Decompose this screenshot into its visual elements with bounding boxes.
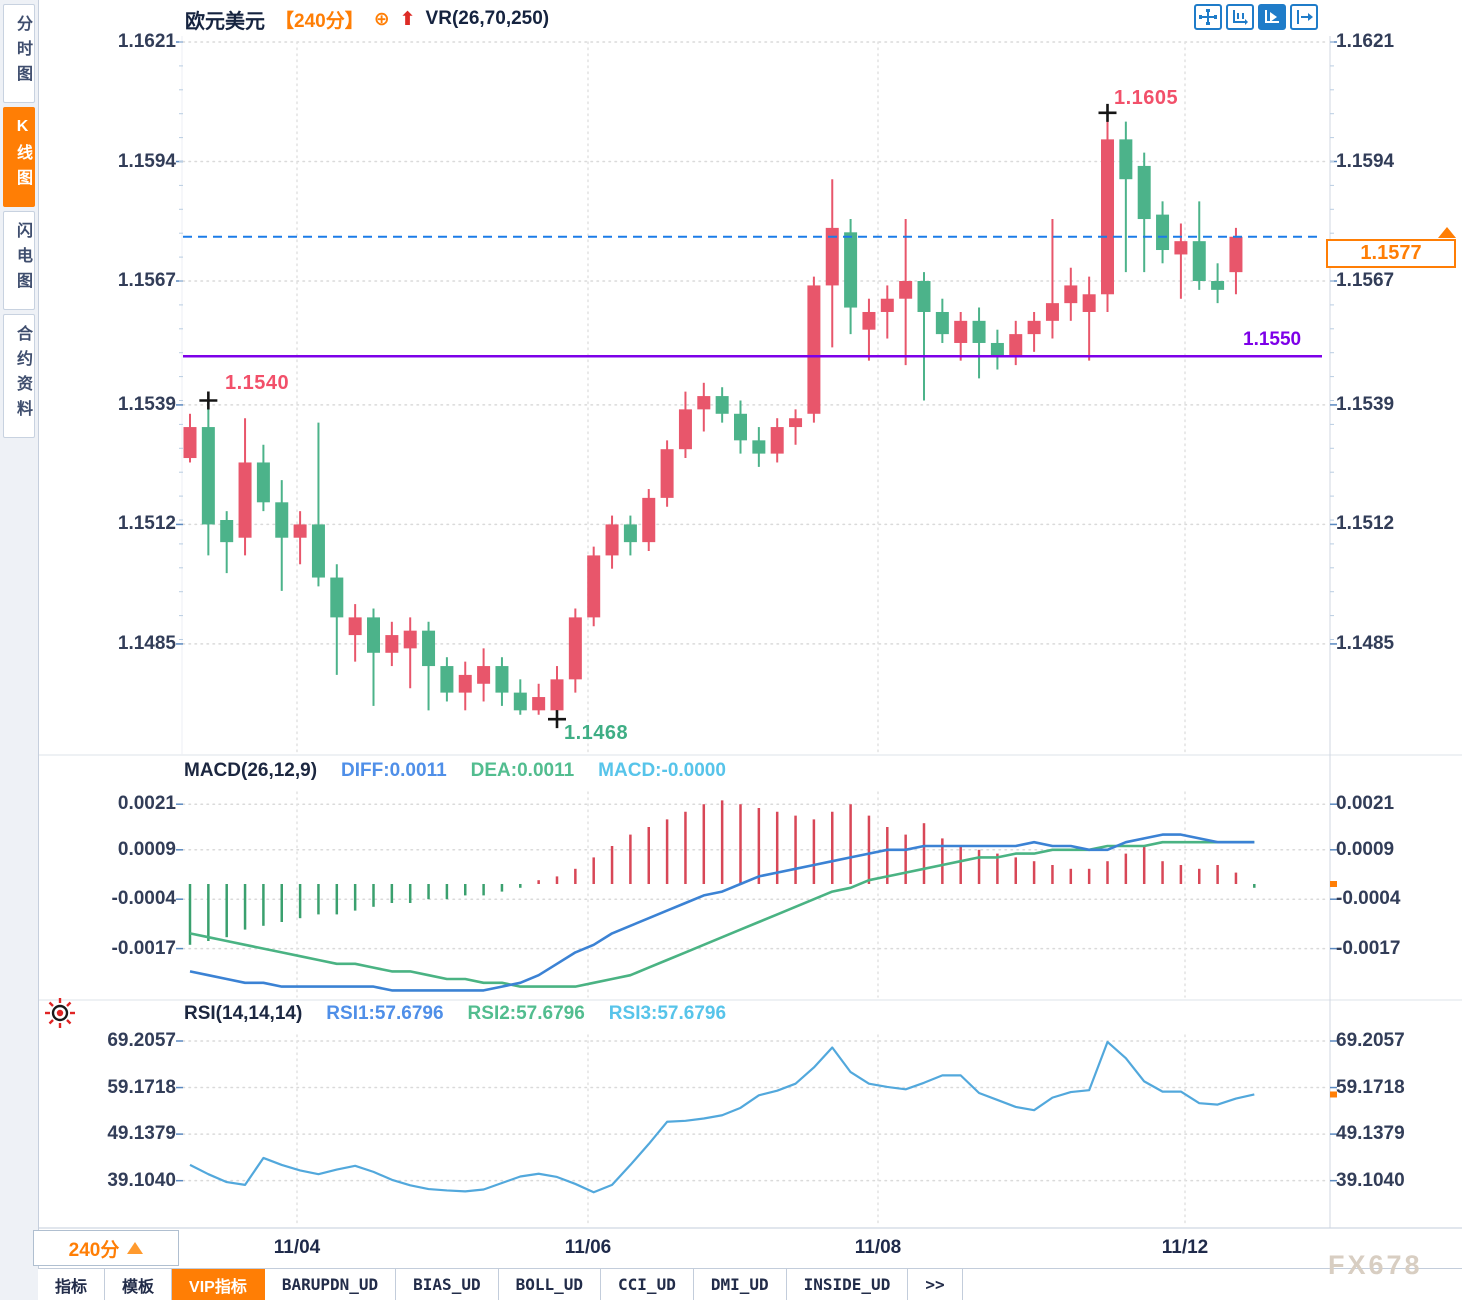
- rsi-axis-label: 69.2057: [1336, 1030, 1405, 1051]
- price-axis-label: 1.1485: [117, 632, 176, 654]
- rsi-axis-label: 69.2057: [107, 1030, 176, 1051]
- macd-axis-label: -0.0017: [1336, 937, 1401, 959]
- symbol-title: 欧元美元: [185, 10, 265, 33]
- rsi-axis-label: 59.1718: [1336, 1076, 1405, 1098]
- add-indicator-icon[interactable]: ⊕: [373, 8, 390, 30]
- price-axis-label: 1.1594: [117, 150, 176, 172]
- sidebar-tab-2[interactable]: 闪电图: [3, 211, 35, 310]
- rsi-title: RSI(14,14,14): [184, 1003, 303, 1024]
- bottom-tab-6[interactable]: CCI_UD: [601, 1269, 694, 1300]
- price-up-arrow-icon: [1438, 227, 1456, 238]
- macd-header: MACD(26,12,9) DIFF:0.0011 DEA:0.0011 MAC…: [184, 760, 726, 782]
- bottom-tab-1[interactable]: 模板: [105, 1269, 173, 1300]
- price-axis-label: 1.1621: [117, 31, 176, 52]
- price-axis-label: 1.1512: [117, 513, 176, 535]
- high-price-marker: 1.1605: [1114, 87, 1179, 109]
- fx678-watermark: FX678: [1328, 1250, 1423, 1280]
- rsi2-value: RSI2:57.6796: [467, 1003, 585, 1024]
- rsi-axis-label: 49.1379: [1336, 1123, 1405, 1145]
- bottom-tab-7[interactable]: DMI_UD: [694, 1269, 787, 1300]
- macd-axis-label: 0.0021: [1336, 793, 1395, 815]
- price-axis-label: 1.1567: [1336, 270, 1395, 291]
- bottom-tab-4[interactable]: BIAS_UD: [396, 1269, 499, 1300]
- macd-axis-label: 0.0009: [1336, 838, 1395, 860]
- interval-label[interactable]: 【240分】: [275, 10, 364, 32]
- bottom-tab-2[interactable]: VIP指标: [172, 1269, 265, 1300]
- interval-up-triangle-icon: [127, 1242, 144, 1254]
- rsi-axis-label: 49.1379: [107, 1123, 176, 1145]
- alert-sun-icon: [45, 998, 75, 1028]
- date-axis-label: 11/08: [854, 1237, 902, 1258]
- indicator-tab-bar: 指标 模板 VIP指标 BARUPDN_UD BIAS_UD BOLL_UD CCI_UD D…: [38, 1268, 1462, 1300]
- sidebar-tab-1[interactable]: K线图: [3, 107, 35, 207]
- axis-auto-scale-icon[interactable]: [1258, 4, 1286, 30]
- rsi-axis-label: 59.1718: [107, 1076, 176, 1098]
- support-price-label: 1.1550: [1243, 329, 1302, 350]
- crosshair-tool-icon[interactable]: [1194, 4, 1222, 30]
- bottom-tab-5[interactable]: BOLL_UD: [499, 1269, 602, 1300]
- price-axis-label: 1.1539: [1336, 393, 1395, 415]
- date-axis-label: 11/12: [1161, 1237, 1209, 1258]
- price-axis-label: 1.1485: [1336, 632, 1395, 654]
- bottom-tab-9[interactable]: >>: [908, 1269, 963, 1300]
- bottom-tab-3[interactable]: BARUPDN_UD: [265, 1269, 397, 1300]
- sidebar-tab-3[interactable]: 合约资料: [3, 314, 35, 438]
- macd-axis-label: 0.0009: [117, 838, 176, 860]
- bottom-tab-0[interactable]: 指标: [38, 1269, 106, 1300]
- rsi1-value: RSI1:57.6796: [326, 1003, 444, 1024]
- diff-value: DIFF:0.0011: [341, 760, 447, 781]
- macd-axis-label: -0.0004: [111, 888, 176, 910]
- chart-header: 欧元美元 【240分】 ⊕ ⬆ VR(26,70,250): [185, 5, 549, 33]
- date-axis-label: 11/04: [273, 1237, 321, 1258]
- low-price-marker: 1.1468: [564, 722, 629, 744]
- rsi-axis-label: 39.1040: [107, 1169, 176, 1191]
- price-axis-label: 1.1512: [1336, 513, 1395, 535]
- rsi-header: RSI(14,14,14) RSI1:57.6796 RSI2:57.6796 …: [184, 1003, 726, 1025]
- scroll-right-icon[interactable]: [1290, 4, 1318, 30]
- macd-value: MACD:-0.0000: [598, 760, 726, 781]
- macd-axis-label: 0.0021: [117, 793, 176, 815]
- rsi-axis-label: 39.1040: [1336, 1169, 1405, 1191]
- date-axis-label: 11/06: [564, 1237, 612, 1258]
- price-axis-label: 1.1594: [1336, 150, 1395, 172]
- chart-toolbar: [1194, 4, 1318, 30]
- sidebar-tab-0[interactable]: 分时图: [3, 4, 35, 103]
- price-axis-label: 1.1567: [117, 270, 176, 291]
- dea-value: DEA:0.0011: [470, 760, 575, 781]
- left-sidebar: 分时图 K线图闪电图合约资料: [0, 0, 39, 1300]
- macd-axis-label: -0.0017: [111, 937, 176, 959]
- macd-axis-label: -0.0004: [1336, 888, 1401, 910]
- vr-indicator-label: VR(26,70,250): [425, 8, 550, 29]
- interval-selector[interactable]: 240分: [33, 1230, 179, 1266]
- interval-selector-label: 240分: [68, 1239, 120, 1261]
- up-arrow-icon: ⬆: [399, 8, 416, 30]
- axis-range-icon[interactable]: [1226, 4, 1254, 30]
- rsi3-value: RSI3:57.6796: [608, 1003, 727, 1024]
- price-axis-label: 1.1621: [1336, 31, 1395, 52]
- price-axis-label: 1.1539: [117, 393, 176, 415]
- macd-title: MACD(26,12,9): [184, 760, 318, 781]
- bottom-tab-8[interactable]: INSIDE_UD: [787, 1269, 909, 1300]
- current-price-box: 1.1577: [1326, 239, 1456, 268]
- swing-high-marker: 1.1540: [225, 372, 290, 394]
